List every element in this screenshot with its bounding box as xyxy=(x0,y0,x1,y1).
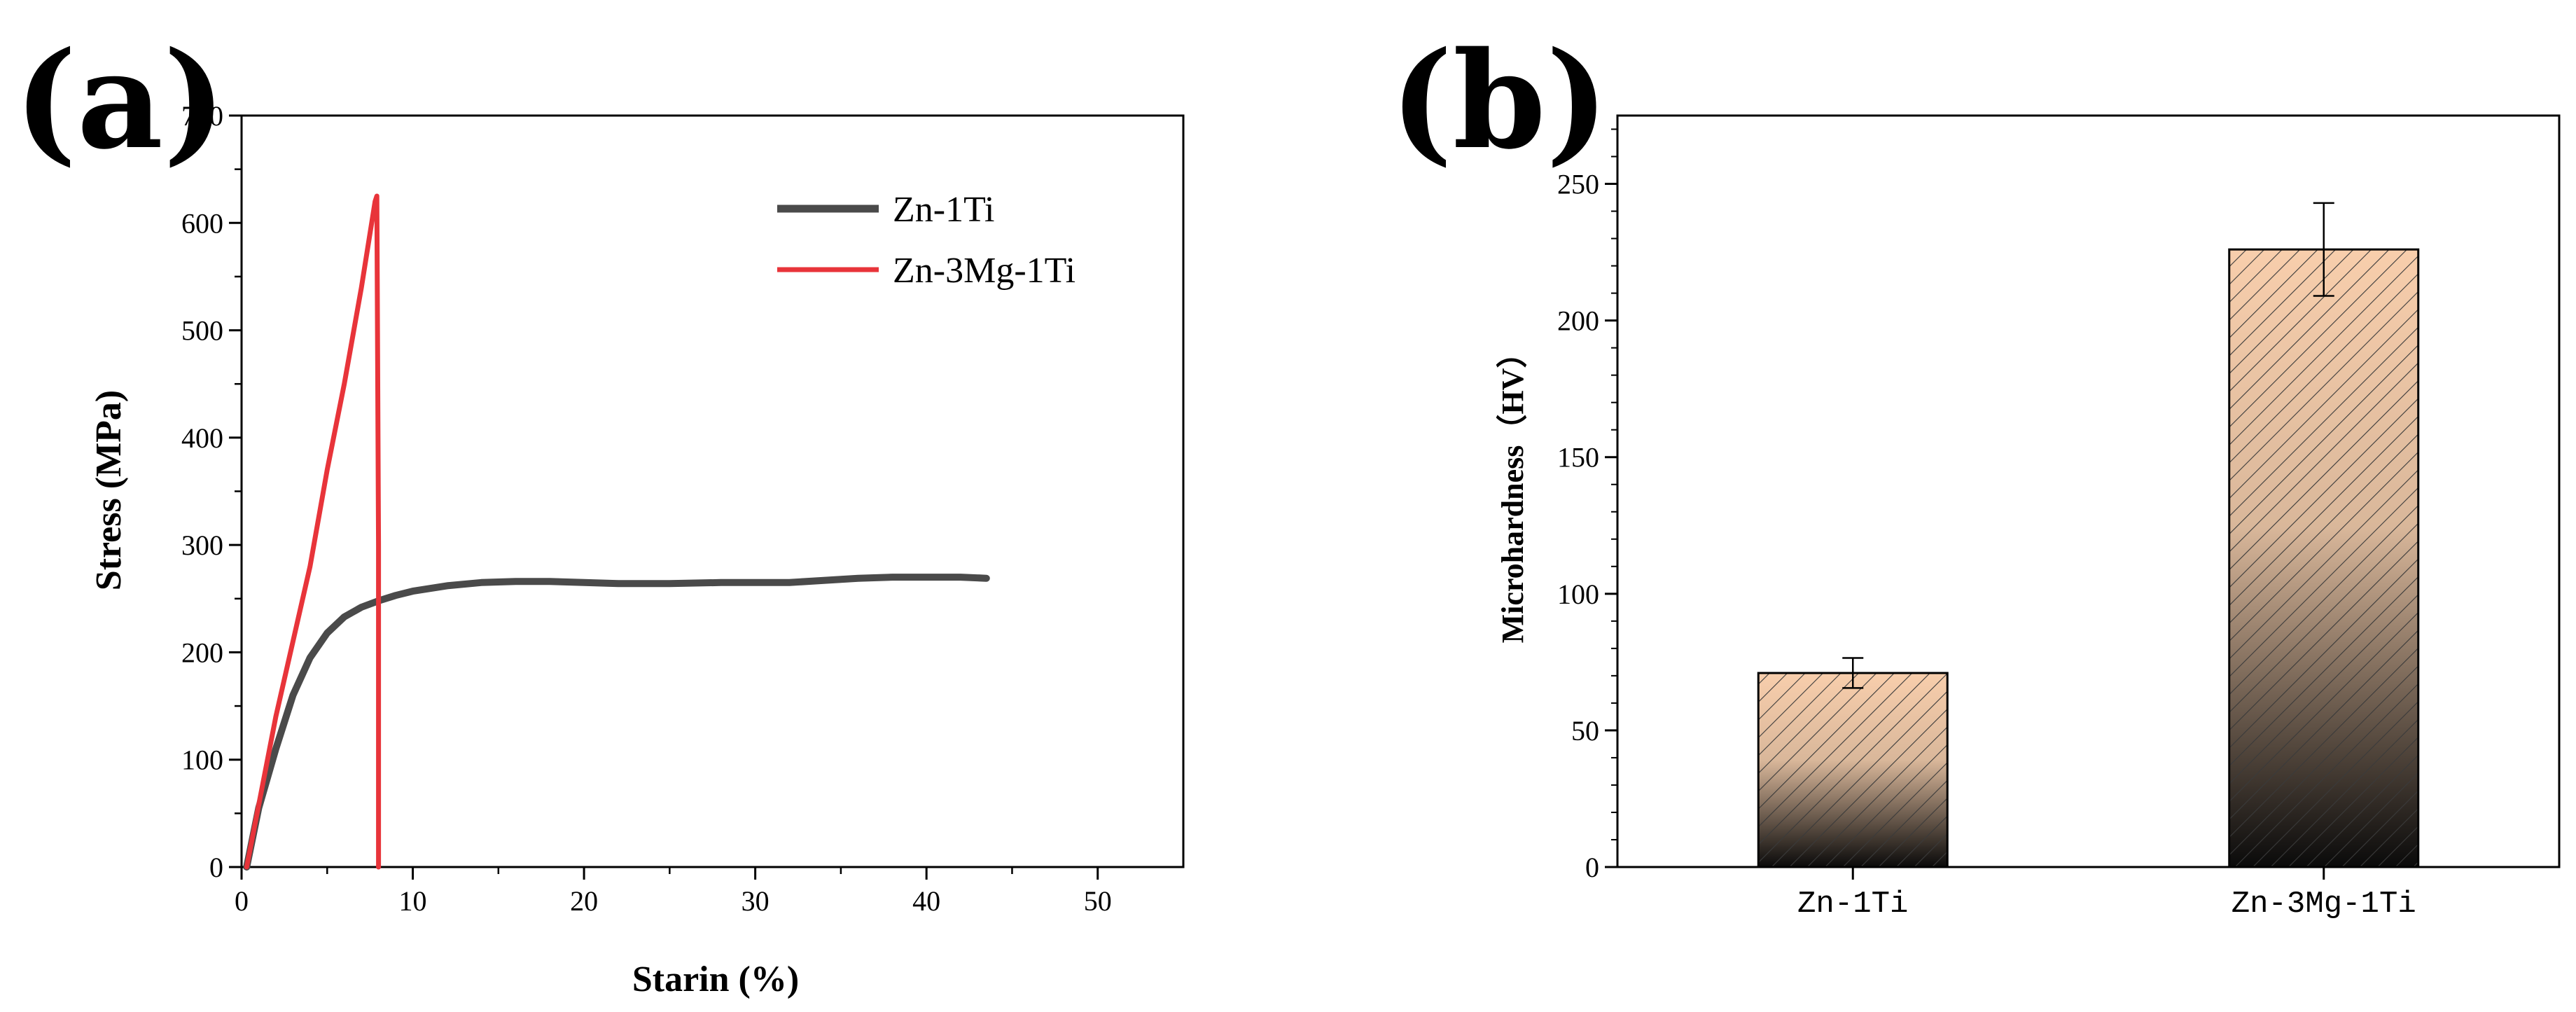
x-tick-label-a: 40 xyxy=(912,885,940,917)
x-tick-label-a: 30 xyxy=(742,885,770,917)
microhardness-chart: 0 50 100 150 200 250 Zn-1Ti Zn-3Mg-1Ti Microhar… xyxy=(1496,114,2561,922)
x-tick-label-a: 50 xyxy=(1084,885,1112,917)
y-tick-label-b: 100 xyxy=(1557,578,1599,610)
y-tick-label-a: 0 xyxy=(209,852,223,883)
panel-a-label: (a) xyxy=(14,22,226,179)
category-label: Zn-3Mg-1Ti xyxy=(2232,887,2416,922)
y-tick-label-b: 250 xyxy=(1557,169,1599,200)
bar-hatch-zn-3mg-1ti xyxy=(2228,248,2420,868)
y-tick-label-a: 200 xyxy=(181,637,223,668)
y-tick-label-a: 700 xyxy=(181,100,223,132)
plot-frame-a xyxy=(240,114,1185,868)
y-tick-label-a: 400 xyxy=(181,422,223,454)
plot-frame-b xyxy=(1616,114,2561,868)
bar-hatch-zn-1ti xyxy=(1757,672,1949,868)
y-tick-label-b: 150 xyxy=(1557,442,1599,473)
y-tick-label-a: 100 xyxy=(181,744,223,776)
x-tick-label-a: 10 xyxy=(399,885,427,917)
y-axis-title-b: Microhardness（HV） xyxy=(1496,338,1530,644)
x-tick-label-a: 0 xyxy=(235,885,249,917)
legend-label-zn-3mg-1ti: Zn-3Mg-1Ti xyxy=(893,251,1075,291)
series-line-zn-1ti xyxy=(243,574,990,871)
panel-b-label: (b) xyxy=(1390,22,1609,179)
legend: Zn-1Ti Zn-3Mg-1Ti xyxy=(777,190,1075,291)
y-tick-label-b: 50 xyxy=(1571,715,1599,747)
series-line-zn-3mg-1ti xyxy=(244,193,382,870)
y-tick-label-a: 500 xyxy=(181,315,223,347)
y-axis-title-a: Stress (MPa) xyxy=(89,390,129,590)
y-tick-label-a: 300 xyxy=(181,529,223,561)
y-tick-label-b: 200 xyxy=(1557,305,1599,337)
y-tick-label-a: 600 xyxy=(181,207,223,239)
x-axis-title-a: Starin (%) xyxy=(632,959,799,999)
legend-label-zn-1ti: Zn-1Ti xyxy=(893,190,994,230)
y-tick-label-b: 0 xyxy=(1585,852,1599,883)
category-label: Zn-1Ti xyxy=(1797,887,1908,922)
x-tick-label-a: 20 xyxy=(570,885,598,917)
